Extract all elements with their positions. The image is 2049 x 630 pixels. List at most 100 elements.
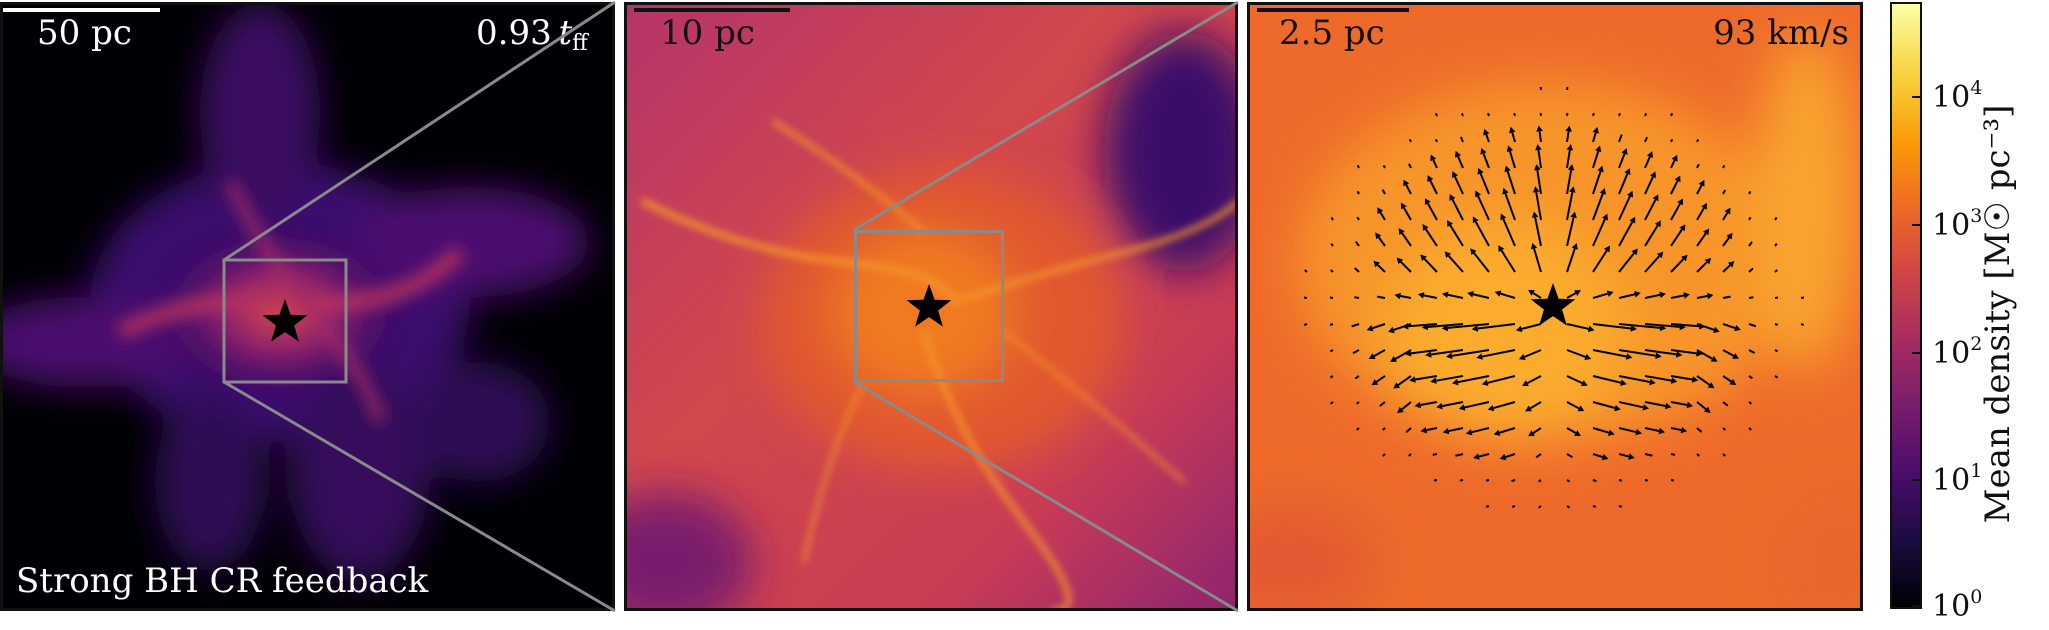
velocity-arrow [1432,159,1438,169]
velocity-arrowhead [1506,145,1514,153]
velocity-arrow [1774,269,1778,273]
velocity-arrowhead [1621,148,1628,155]
velocity-arrowhead [1680,426,1688,434]
velocity-arrow [1447,293,1464,299]
velocity-arrowhead [1414,401,1422,409]
velocity-arrowhead [1703,406,1711,413]
velocity-arrowhead [1398,228,1405,235]
velocity-arrow [1592,292,1609,299]
velocity-arrow [1748,296,1754,299]
velocity-arrowhead [1655,352,1662,360]
velocity-arrow [1774,296,1779,299]
velocity-arrow [1427,323,1464,328]
velocity-arrowhead [1703,228,1710,236]
velocity-arrow [1405,427,1412,433]
velocity-arrowhead [1683,292,1690,299]
velocity-arrow [1377,236,1386,247]
velocity-arrow [1696,375,1711,386]
velocity-arrow [1447,323,1490,329]
colorbar-tick [1912,352,1922,354]
velocity-arrowhead [1686,401,1694,409]
velocity-arrow [1454,176,1464,195]
velocity-arrow [1670,180,1679,195]
velocity-arrowhead [1597,165,1604,173]
velocity-arrow [1644,156,1651,169]
velocity-arrowhead [1698,179,1705,187]
velocity-arrow [1460,112,1464,117]
velocity-arrowhead [1677,198,1683,206]
velocity-arrowhead [1710,355,1718,362]
velocity-arrow [1473,252,1490,273]
velocity-arrow [1382,453,1386,457]
velocity-arrow [1397,375,1412,386]
velocity-arrow [1618,349,1656,357]
velocity-arrow [1670,427,1682,432]
velocity-arrow [1538,131,1542,143]
velocity-arrow [1524,349,1542,358]
velocity-arrow [1592,427,1610,434]
velocity-arrow [1535,453,1542,459]
velocity-arrow [1566,375,1583,385]
velocity-arrowhead [1565,125,1572,132]
scale-bar-middle [634,8,790,12]
velocity-arrowhead [1472,216,1479,224]
scale-label-right: 2.5 pc [1279,13,1385,53]
velocity-arrowhead [1734,324,1741,332]
velocity-arrow [1644,112,1648,117]
velocity-arrow [1504,193,1516,221]
velocity-arrowhead [1604,245,1611,253]
velocity-arrowhead [1449,194,1456,201]
velocity-arrow [1430,349,1464,356]
velocity-arrow [1535,191,1542,221]
velocity-arrow [1435,375,1464,382]
velocity-arrowhead [1679,224,1686,232]
velocity-arrow [1618,134,1623,143]
velocity-arrow [1670,453,1676,456]
velocity-arrowhead [1635,428,1642,436]
colorbar-tick-label: 102 [1932,333,1983,371]
velocity-arrowhead [1373,260,1380,268]
colorbar-tick [1912,479,1922,481]
velocity-arrow [1423,294,1438,299]
velocity-arrow [1566,217,1575,247]
velocity-label: 93 km/s [1713,13,1849,53]
velocity-arrowhead [1634,291,1641,298]
velocity-arrowhead [1571,243,1578,250]
velocity-arrow [1722,237,1730,247]
velocity-arrow [1420,401,1438,407]
velocity-arrow [1482,153,1490,169]
velocity-arrow [1354,296,1360,299]
velocity-arrowhead [1366,325,1374,332]
velocity-arrow [1670,323,1700,328]
velocity-arrow [1303,323,1308,326]
velocity-arrowhead [1393,382,1401,389]
velocity-arrow [1401,401,1412,411]
velocity-arrow [1618,375,1651,383]
velocity-arrow [1459,479,1464,482]
velocity-arrowhead [1425,351,1432,358]
velocity-arrowhead [1475,190,1482,198]
velocity-arrow [1618,505,1623,508]
velocity-arrow [1566,479,1571,483]
velocity-arrowhead [1500,213,1507,221]
velocity-arrow [1536,169,1542,195]
velocity-arrow [1644,136,1648,143]
velocity-arrow [1455,453,1464,457]
velocity-arrowhead [1631,248,1638,256]
velocity-arrowhead [1671,154,1678,162]
velocity-arrow [1426,427,1438,432]
velocity-arrow [1592,150,1600,169]
velocity-arrow [1534,217,1542,247]
velocity-arrow [1459,136,1464,143]
velocity-arrow [1424,228,1438,247]
velocity-arrow [1748,216,1752,221]
zoom-line-left-top [223,0,616,262]
velocity-arrow [1487,375,1516,384]
velocity-arrow [1434,138,1438,143]
velocity-arrow [1477,323,1516,330]
velocity-arrow [1477,195,1490,221]
velocity-arrow [1722,375,1732,383]
velocity-arrow [1774,323,1779,326]
velocity-arrow [1394,349,1412,360]
velocity-arrow [1449,224,1464,247]
